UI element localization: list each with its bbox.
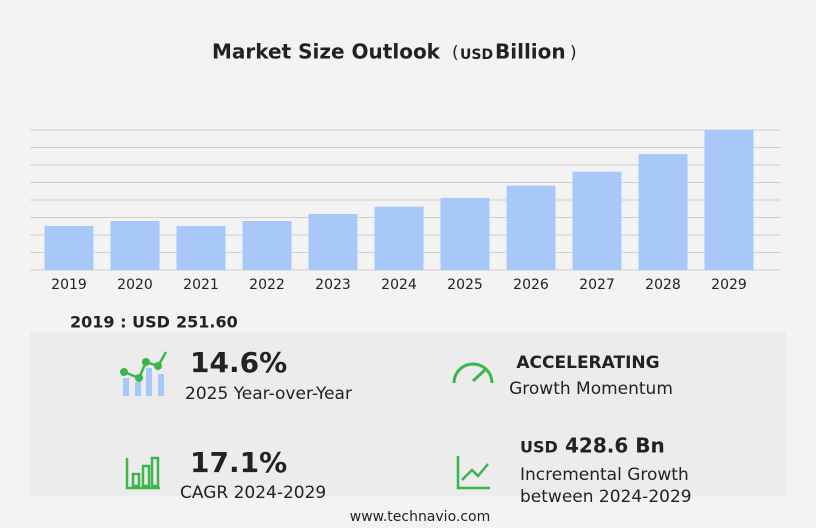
cagr-label: CAGR 2024-2029 — [180, 483, 326, 503]
paren: ) — [570, 43, 577, 63]
bar — [572, 171, 622, 270]
x-tick-label: 2023 — [315, 277, 351, 293]
bar — [440, 197, 490, 270]
bar — [506, 185, 556, 270]
x-tick-label: 2024 — [381, 277, 417, 293]
unit: Billion — [495, 40, 566, 64]
base-year: 2019 : USD — [70, 313, 170, 332]
paren: ( — [452, 43, 459, 63]
base-value: 251.60 — [176, 313, 238, 332]
x-tick-label: 2019 — [51, 277, 87, 293]
bar — [176, 225, 226, 270]
bar — [110, 221, 160, 270]
x-tick-label: 2022 — [249, 277, 285, 293]
yoy-label: 2025 Year-over-Year — [185, 384, 352, 404]
x-tick-label: 2028 — [645, 277, 681, 293]
incremental-label: between 2024-2029 — [520, 487, 692, 507]
x-tick-label: 2026 — [513, 277, 549, 293]
yoy-value: 14.6% — [190, 346, 287, 379]
x-tick-label: 2025 — [447, 277, 483, 293]
cagr-value: 17.1% — [190, 446, 287, 479]
incremental-prefix: USD — [520, 438, 558, 457]
x-tick-label: 2027 — [579, 277, 615, 293]
summary-panel — [30, 332, 786, 496]
bar — [638, 154, 688, 270]
momentum-icon — [452, 362, 494, 384]
x-tick-label: 2021 — [183, 277, 219, 293]
yoy-icon — [120, 351, 168, 396]
bar — [308, 214, 358, 270]
incremental-value: 428.6 Bn — [565, 434, 665, 458]
bar — [704, 130, 754, 270]
x-tick-label: 2020 — [117, 277, 153, 293]
footer: www.technavio.com — [350, 509, 491, 525]
bar — [242, 221, 292, 270]
incremental-label: Incremental Growth — [520, 465, 689, 485]
chart-title: Market Size Outlook — [212, 40, 441, 64]
bar — [374, 206, 424, 270]
cagr-icon — [125, 456, 160, 490]
x-tick-label: 2029 — [711, 277, 747, 293]
bar — [44, 225, 94, 270]
incremental-icon — [456, 456, 490, 490]
momentum-value: ACCELERATING — [516, 353, 659, 373]
plot: 2019 2020 2021 2022 2023 2024 2025 2026 2027 2028… — [30, 129, 781, 293]
momentum-label: Growth Momentum — [509, 379, 673, 399]
unit-prefix: USD — [460, 47, 493, 63]
